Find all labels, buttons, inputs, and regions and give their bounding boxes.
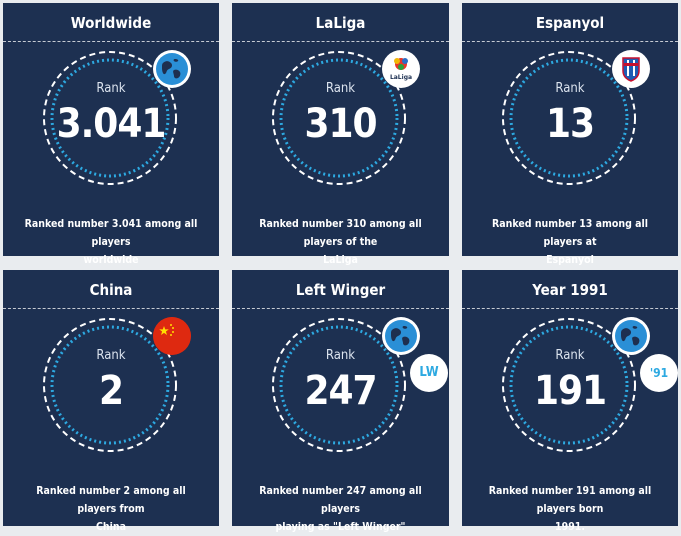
rank-description: Ranked number 247 among all players playi… — [259, 485, 422, 533]
card-title: Left Winger — [232, 270, 449, 309]
rank-label: Rank — [96, 348, 126, 363]
globe-icon — [612, 317, 650, 355]
rank-value: 13 — [545, 101, 595, 147]
card-title: Worldwide — [3, 3, 219, 42]
globe-icon — [153, 50, 191, 88]
rank-ring — [502, 51, 636, 185]
rank-card-china: China Rank 2 Ranked number 2 among all p… — [3, 270, 219, 533]
rank-ring — [43, 51, 177, 185]
card-title: LaLiga — [232, 3, 449, 42]
position-tag: LW — [410, 354, 448, 392]
card-title: Espanyol — [462, 3, 678, 42]
rank-card-left-winger: Left Winger LW Rank 247 Ranked number 24… — [232, 270, 449, 533]
rank-ring — [272, 51, 406, 185]
rank-description: Ranked number 3.041 among all players wor… — [24, 218, 198, 266]
rank-label: Rank — [96, 81, 126, 96]
rank-value: 310 — [304, 101, 377, 147]
rank-label: Rank — [325, 348, 356, 363]
rank-value: 247 — [304, 368, 377, 414]
rank-card-laliga: LaLiga LaLiga Rank 310 Ranked number 310… — [232, 3, 449, 266]
rank-description: Ranked number 310 among all players of t… — [259, 218, 422, 266]
rank-card-espanyol: Espanyol Rank 13 Ranked number 13 among … — [462, 3, 678, 266]
rank-value: 3.041 — [56, 101, 167, 147]
rank-ring — [43, 318, 177, 452]
rank-label: Rank — [555, 348, 585, 363]
espanyol-crest-icon — [612, 50, 650, 88]
rank-card-worldwide: Worldwide Rank 3.041 Ranked number 3.041… — [3, 3, 219, 266]
rank-description: Ranked number 2 among all players from Ch… — [36, 485, 186, 533]
rank-ring — [272, 318, 406, 452]
rank-card-year-1991: Year 1991 '91 Rank 191 Ranked number 191… — [462, 270, 678, 533]
rank-description: Ranked number 191 among all players born… — [488, 485, 652, 533]
year-tag: '91 — [640, 354, 678, 392]
rank-ring — [502, 318, 636, 452]
rank-label: Rank — [555, 81, 585, 96]
svg-text:LaLiga: LaLiga — [390, 74, 412, 81]
rank-value: 191 — [533, 368, 607, 414]
card-title: China — [3, 270, 219, 309]
laliga-logo-icon: LaLiga — [382, 50, 420, 88]
globe-icon — [382, 317, 420, 355]
rank-description: Ranked number 13 among all players at Esp… — [491, 218, 648, 266]
china-flag-icon — [153, 317, 191, 355]
card-title: Year 1991 — [462, 270, 678, 309]
rank-label: Rank — [325, 81, 356, 96]
rank-value: 2 — [98, 368, 124, 414]
